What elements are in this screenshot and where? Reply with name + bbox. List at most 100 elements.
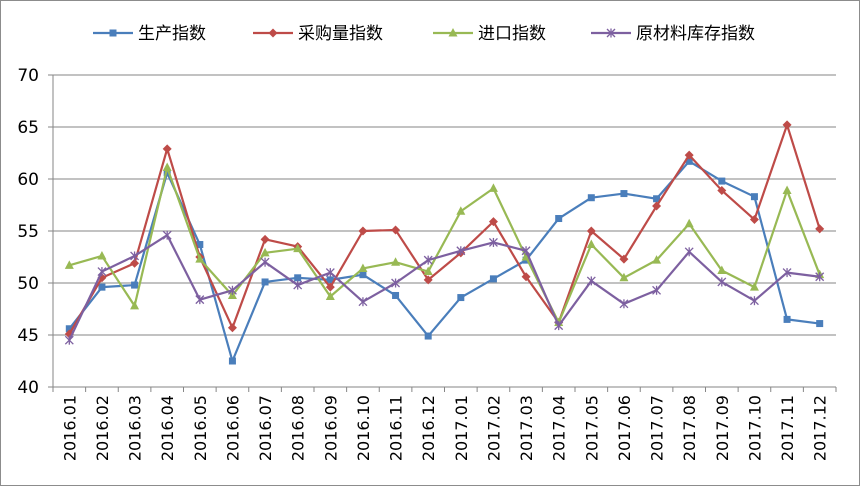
data-point xyxy=(391,257,401,266)
x-tick-label: 2016.08 xyxy=(289,395,308,461)
x-tick-label: 2016.07 xyxy=(256,395,275,461)
y-tick-label: 55 xyxy=(17,222,39,242)
data-point xyxy=(783,315,791,323)
data-point xyxy=(587,194,595,202)
data-point xyxy=(489,275,497,283)
x-tick-label: 2016.11 xyxy=(387,395,406,461)
data-point xyxy=(64,335,74,345)
series-line xyxy=(68,160,820,363)
data-point xyxy=(325,291,335,301)
series-4 xyxy=(64,230,825,345)
data-point xyxy=(815,224,825,234)
data-point xyxy=(294,274,302,282)
data-point xyxy=(326,276,334,284)
x-tick-label: 2016.09 xyxy=(321,395,340,461)
x-tick-label: 2017.11 xyxy=(778,395,797,461)
data-point xyxy=(261,278,269,286)
data-point xyxy=(260,257,270,267)
data-point xyxy=(260,247,270,257)
data-point xyxy=(65,325,73,333)
data-point xyxy=(97,267,107,277)
data-point xyxy=(227,323,237,333)
data-point xyxy=(684,150,694,160)
legend-label: 原材料库存指数 xyxy=(636,24,755,44)
data-point xyxy=(815,272,825,282)
data-point xyxy=(227,285,237,295)
data-point xyxy=(358,226,368,236)
x-tick-label: 2017.04 xyxy=(550,395,569,461)
x-tick-label: 2017.08 xyxy=(680,395,699,461)
x-tick-label: 2017.10 xyxy=(745,395,764,461)
data-point xyxy=(293,280,303,290)
series-line xyxy=(68,123,821,335)
data-point xyxy=(782,268,792,278)
data-point xyxy=(98,283,106,291)
x-tick-label: 2017.07 xyxy=(648,395,667,461)
legend-swatch-marker xyxy=(109,29,117,37)
data-point xyxy=(816,320,824,328)
y-tick-label: 60 xyxy=(17,170,39,190)
data-point xyxy=(457,294,465,302)
y-tick-label: 50 xyxy=(17,274,39,294)
data-point xyxy=(652,201,662,211)
x-tick-label: 2016.05 xyxy=(191,395,210,461)
x-tick-label: 2016.06 xyxy=(223,395,242,461)
x-tick-label: 2016.02 xyxy=(93,395,112,461)
legend-swatch-marker xyxy=(268,28,278,38)
data-point xyxy=(131,281,139,289)
legend-label: 进口指数 xyxy=(478,24,546,44)
x-tick-label: 2016.03 xyxy=(126,395,145,461)
x-tick-label: 2017.03 xyxy=(517,395,536,461)
gridlines xyxy=(53,74,836,336)
data-point xyxy=(391,278,401,288)
data-point xyxy=(260,234,270,244)
data-point xyxy=(325,282,335,292)
data-point xyxy=(488,183,498,192)
data-point xyxy=(195,295,205,305)
x-tick-label: 2017.02 xyxy=(484,395,503,461)
data-point xyxy=(586,226,596,236)
data-point xyxy=(717,185,727,195)
data-point xyxy=(358,297,368,307)
data-point xyxy=(130,251,140,261)
data-point xyxy=(684,247,694,257)
x-tick-label: 2017.05 xyxy=(582,395,601,461)
series-2 xyxy=(64,120,825,339)
data-point xyxy=(359,271,367,279)
data-point xyxy=(619,272,629,282)
data-point xyxy=(358,263,368,272)
y-tick-label: 65 xyxy=(17,118,39,138)
data-point xyxy=(456,206,466,215)
data-point xyxy=(392,291,400,299)
x-tick-label: 2016.01 xyxy=(60,395,79,461)
y-tick-label: 40 xyxy=(17,378,39,398)
series-lines xyxy=(64,120,825,365)
x-tick-label: 2017.12 xyxy=(811,395,830,461)
legend-item-3: 进口指数 xyxy=(433,24,546,44)
data-point xyxy=(652,255,662,264)
data-point xyxy=(162,144,172,154)
x-tick-label: 2017.09 xyxy=(713,395,732,461)
data-point xyxy=(162,162,172,172)
series-line xyxy=(69,166,821,324)
data-point xyxy=(97,250,107,260)
legend-label: 采购量指数 xyxy=(298,24,383,44)
data-point xyxy=(488,217,498,227)
legend-swatch-marker xyxy=(606,28,616,38)
data-point xyxy=(228,357,236,365)
data-point xyxy=(749,282,759,291)
data-point xyxy=(423,275,433,285)
data-point xyxy=(423,266,433,276)
data-point xyxy=(488,237,498,247)
y-tick-label: 70 xyxy=(17,66,39,86)
data-point xyxy=(130,258,140,268)
data-point xyxy=(749,215,759,225)
data-point xyxy=(130,300,140,310)
legend: 生产指数 采购量指数 进口指数 原材料库存指数 xyxy=(93,24,755,44)
data-point xyxy=(586,276,596,286)
legend-label: 生产指数 xyxy=(138,24,206,44)
x-tick-label: 2016.10 xyxy=(354,395,373,461)
data-point xyxy=(424,332,432,340)
